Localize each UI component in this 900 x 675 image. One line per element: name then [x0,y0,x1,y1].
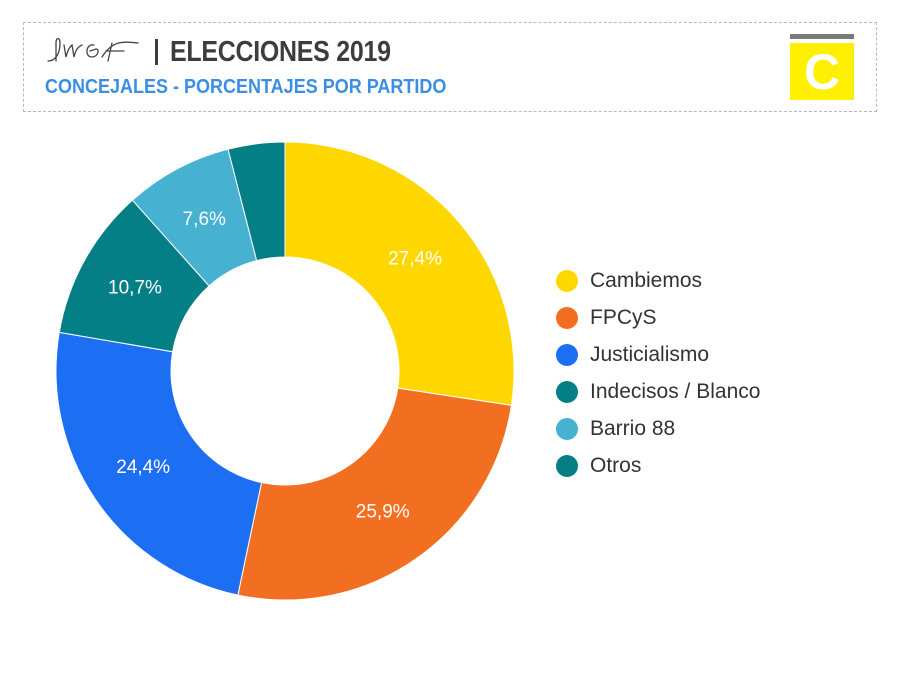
page-title: ELECCIONES 2019 [170,36,391,68]
slice-cambiemos [284,141,515,406]
legend-label: Otros [590,453,642,477]
legend-item: Cambiemos [556,262,760,299]
legend-swatch [556,380,578,403]
logo-letter: C [803,43,841,100]
legend-label: Barrio 88 [590,416,676,440]
legend-label: Cambiemos [590,268,703,292]
slice-fpcys [237,387,512,601]
legend-swatch [556,417,578,440]
legend-item: Otros [556,447,760,484]
chart-legend: Cambiemos FPCyS Justicialismo Indecisos / B… [556,262,760,484]
legend-item: Barrio 88 [556,410,760,447]
signature-logo [47,37,139,62]
legend-swatch [556,306,578,329]
data-label: 25,9% [356,501,410,522]
data-label: 7,6% [183,209,226,230]
legend-item: FPCyS [556,299,760,336]
logo-bar [790,34,854,39]
legend-label: Justicialismo [590,342,710,366]
page-subtitle: CONCEJALES - PORCENTAJES POR PARTIDO [45,76,447,98]
legend-swatch [556,454,578,477]
slice-justicialismo [55,331,263,596]
data-label: 27,4% [388,249,442,270]
legend-item: Justicialismo [556,336,760,373]
brand-logo: C [790,43,854,100]
data-label: 10,7% [108,277,162,298]
title-separator [155,39,158,65]
legend-item: Indecisos / Blanco [556,373,760,410]
data-label: 24,4% [116,457,170,478]
header-box: ELECCIONES 2019 CONCEJALES - PORCENTAJES… [23,22,877,112]
slice-otros [227,141,286,262]
legend-swatch [556,343,578,366]
legend-swatch [556,269,578,292]
legend-label: Indecisos / Blanco [590,379,761,403]
legend-label: FPCyS [590,305,657,329]
